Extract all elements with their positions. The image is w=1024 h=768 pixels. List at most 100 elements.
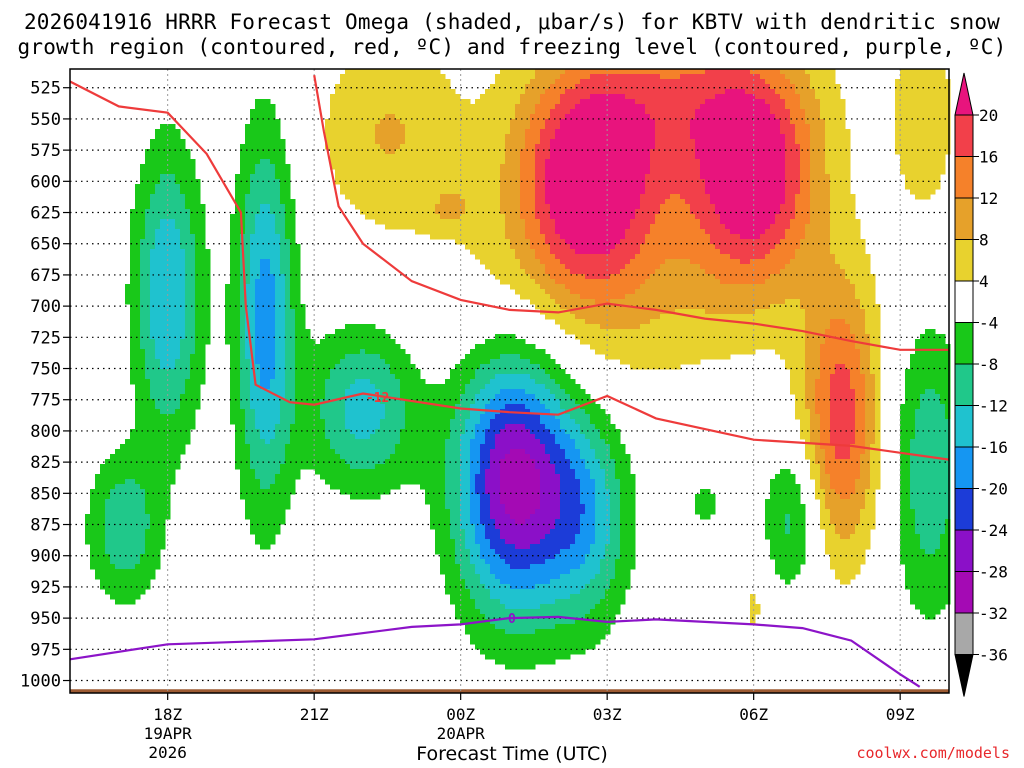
omega-cell — [135, 564, 141, 570]
omega-cell — [365, 89, 371, 95]
omega-cell — [200, 349, 206, 355]
omega-cell — [495, 114, 501, 120]
omega-cell — [480, 419, 486, 425]
omega-cell — [200, 314, 206, 320]
omega-cell — [445, 514, 451, 520]
omega-cell — [350, 429, 356, 435]
omega-cell — [335, 469, 341, 475]
omega-cell — [280, 139, 286, 145]
omega-cell — [100, 584, 106, 590]
omega-cell — [435, 154, 441, 160]
omega-cell — [265, 409, 271, 415]
omega-cell — [140, 409, 146, 415]
omega-cell — [490, 574, 496, 580]
omega-cell — [465, 589, 471, 595]
omega-cell — [400, 214, 406, 220]
omega-cell — [240, 184, 246, 190]
omega-cell — [450, 114, 456, 120]
omega-cell — [385, 149, 391, 155]
omega-cell — [195, 319, 201, 325]
omega-cell — [160, 189, 166, 195]
omega-cell — [165, 174, 171, 180]
omega-cell — [490, 459, 496, 465]
omega-cell — [490, 109, 496, 115]
omega-cell — [465, 624, 471, 630]
omega-cell — [140, 564, 146, 570]
omega-cell — [145, 504, 151, 510]
omega-cell — [430, 204, 436, 210]
omega-cell — [140, 344, 146, 350]
omega-cell — [460, 514, 466, 520]
omega-cell — [435, 384, 441, 390]
omega-cell — [245, 394, 251, 400]
omega-cell — [245, 229, 251, 235]
omega-cell — [120, 559, 126, 565]
omega-cell — [370, 144, 376, 150]
omega-cell — [475, 159, 481, 165]
omega-cell — [360, 364, 366, 370]
omega-cell — [380, 184, 386, 190]
omega-cell — [235, 464, 241, 470]
omega-cell — [90, 554, 96, 560]
omega-cell — [155, 134, 161, 140]
omega-cell — [465, 494, 471, 500]
omega-cell — [350, 469, 356, 475]
omega-cell — [110, 569, 116, 575]
omega-cell — [375, 199, 381, 205]
omega-cell — [280, 199, 286, 205]
omega-cell — [140, 184, 146, 190]
omega-cell — [340, 89, 346, 95]
omega-cell — [425, 454, 431, 460]
omega-cell — [485, 529, 491, 535]
omega-cell — [400, 79, 406, 85]
omega-cell — [155, 364, 161, 370]
omega-cell — [165, 159, 171, 165]
omega-cell — [380, 344, 386, 350]
omega-cell — [480, 499, 486, 505]
omega-cell — [125, 584, 131, 590]
omega-cell — [190, 249, 196, 255]
omega-cell — [250, 244, 256, 250]
omega-cell — [395, 394, 401, 400]
omega-cell — [465, 159, 471, 165]
omega-cell — [500, 144, 506, 150]
omega-cell — [245, 494, 251, 500]
omega-cell — [360, 164, 366, 170]
omega-cell — [350, 164, 356, 170]
omega-cell — [335, 379, 341, 385]
omega-cell — [165, 459, 171, 465]
omega-cell — [225, 294, 231, 300]
omega-cell — [165, 399, 171, 405]
omega-cell — [355, 189, 361, 195]
omega-cell — [270, 294, 276, 300]
omega-cell — [460, 559, 466, 565]
omega-cell — [470, 499, 476, 505]
omega-cell — [235, 364, 241, 370]
omega-cell — [400, 164, 406, 170]
omega-cell — [300, 339, 306, 345]
omega-cell — [230, 214, 236, 220]
omega-cell — [205, 289, 211, 295]
omega-cell — [345, 364, 351, 370]
omega-cell — [400, 389, 406, 395]
omega-cell — [475, 524, 481, 530]
omega-cell — [405, 109, 411, 115]
omega-cell — [260, 239, 266, 245]
omega-cell — [250, 514, 256, 520]
omega-cell — [470, 494, 476, 500]
omega-cell — [135, 404, 141, 410]
omega-cell — [340, 479, 346, 485]
omega-cell — [120, 464, 126, 470]
omega-cell — [270, 499, 276, 505]
omega-cell — [140, 214, 146, 220]
omega-cell — [425, 479, 431, 485]
omega-cell — [360, 404, 366, 410]
omega-cell — [235, 399, 241, 405]
omega-cell — [365, 494, 371, 500]
omega-cell — [430, 434, 436, 440]
omega-cell — [165, 364, 171, 370]
omega-cell — [170, 454, 176, 460]
omega-cell — [410, 134, 416, 140]
omega-cell — [275, 199, 281, 205]
omega-cell — [465, 604, 471, 610]
